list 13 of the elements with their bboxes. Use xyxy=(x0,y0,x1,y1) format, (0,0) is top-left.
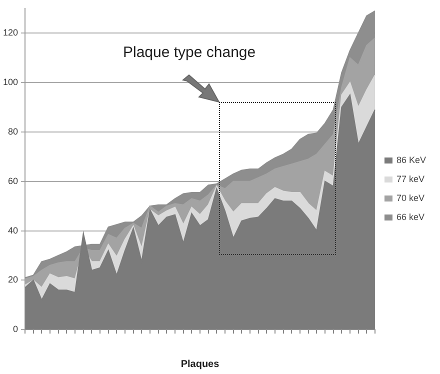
legend-label: 77 keV xyxy=(396,174,425,184)
legend-label: 66 keV xyxy=(396,212,425,222)
y-tick-label: 100 xyxy=(2,77,18,88)
y-tick-label: 60 xyxy=(8,176,18,186)
y-tick-label: 80 xyxy=(8,126,18,136)
legend-label: 86 KeV xyxy=(396,154,426,165)
y-tick-label: 0 xyxy=(13,324,18,334)
y-tick-label: 40 xyxy=(8,225,18,236)
annotation: Plaque type change xyxy=(123,44,256,62)
legend-label: 70 keV xyxy=(396,192,425,203)
y-tick-label: 120 xyxy=(2,28,18,38)
y-tick-label: 20 xyxy=(8,274,18,285)
x-axis-title: Plaques xyxy=(180,358,220,370)
